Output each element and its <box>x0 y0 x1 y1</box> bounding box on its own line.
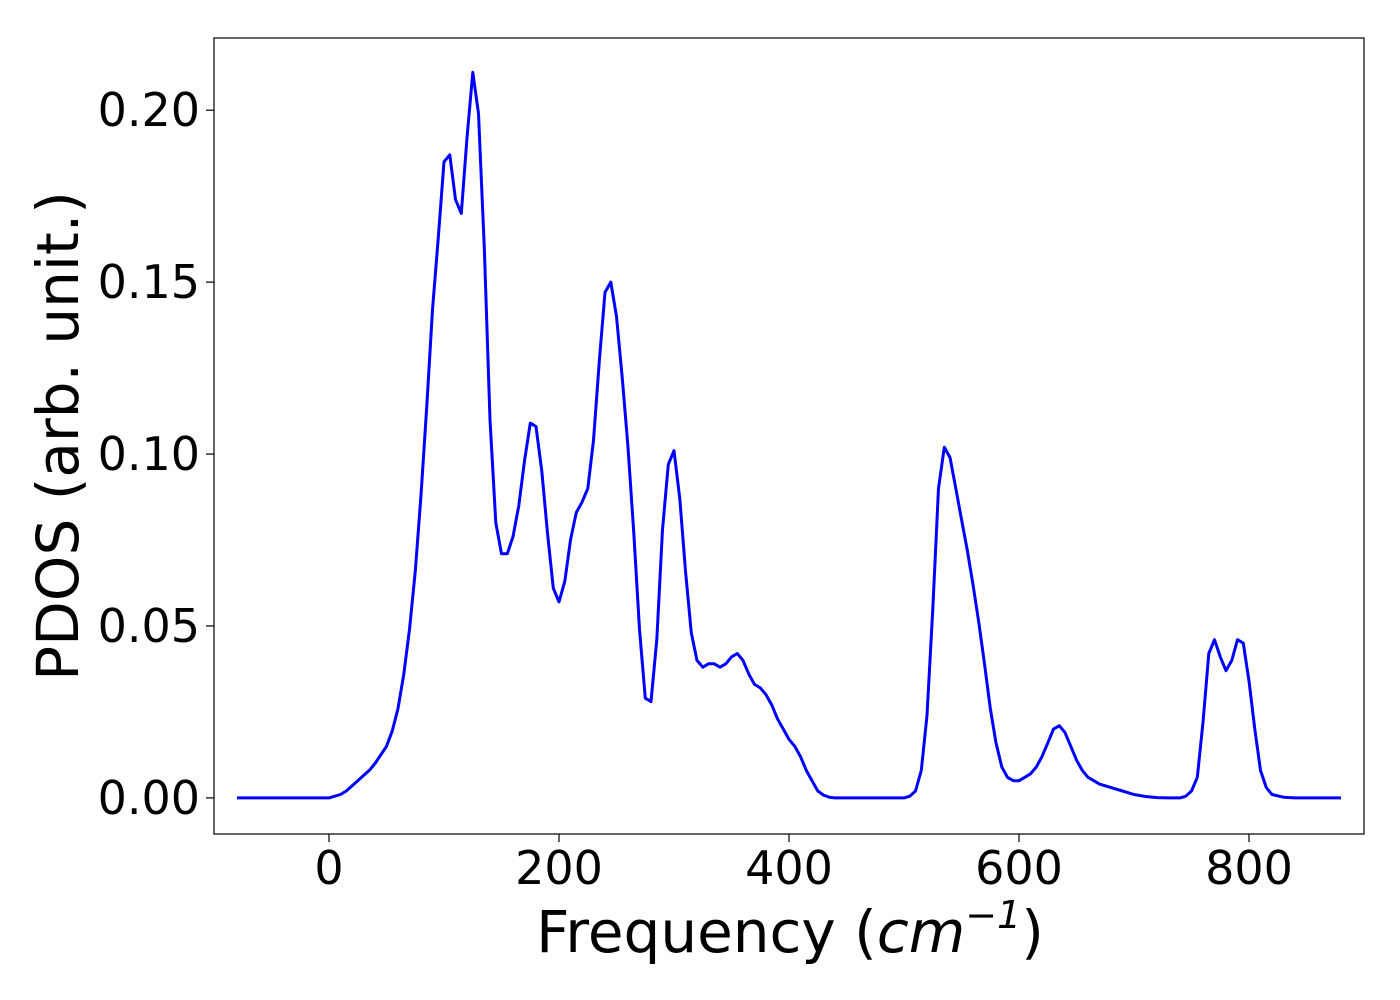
x-axis-label-text: Frequency ( <box>536 898 877 966</box>
x-axis-label-exponent: −1 <box>965 893 1021 937</box>
axes: 0 200 400 600 800 0.00 0.05 0.10 0.15 0.20 <box>98 37 1365 895</box>
series-line-0 <box>237 70 1341 800</box>
x-tick-label: 600 <box>975 841 1063 895</box>
x-tick-label: 0 <box>314 841 343 895</box>
x-tick-label: 800 <box>1205 841 1293 895</box>
x-tick-label: 200 <box>515 841 603 895</box>
y-tick-label: 0.15 <box>98 255 200 309</box>
plot-area <box>237 70 1341 800</box>
x-tick-label: 400 <box>745 841 833 895</box>
x-axis-label-close: ) <box>1021 898 1044 966</box>
y-tick-label: 0.00 <box>98 771 200 825</box>
y-tick-label: 0.05 <box>98 599 200 653</box>
y-axis-label: PDOS (arb. unit.) <box>24 191 92 681</box>
x-axis-label: Frequency (cm−1) <box>536 893 1044 966</box>
y-tick-label: 0.10 <box>98 427 200 481</box>
y-tick-label: 0.20 <box>98 83 200 137</box>
x-axis-label-unit: cm <box>877 898 965 966</box>
